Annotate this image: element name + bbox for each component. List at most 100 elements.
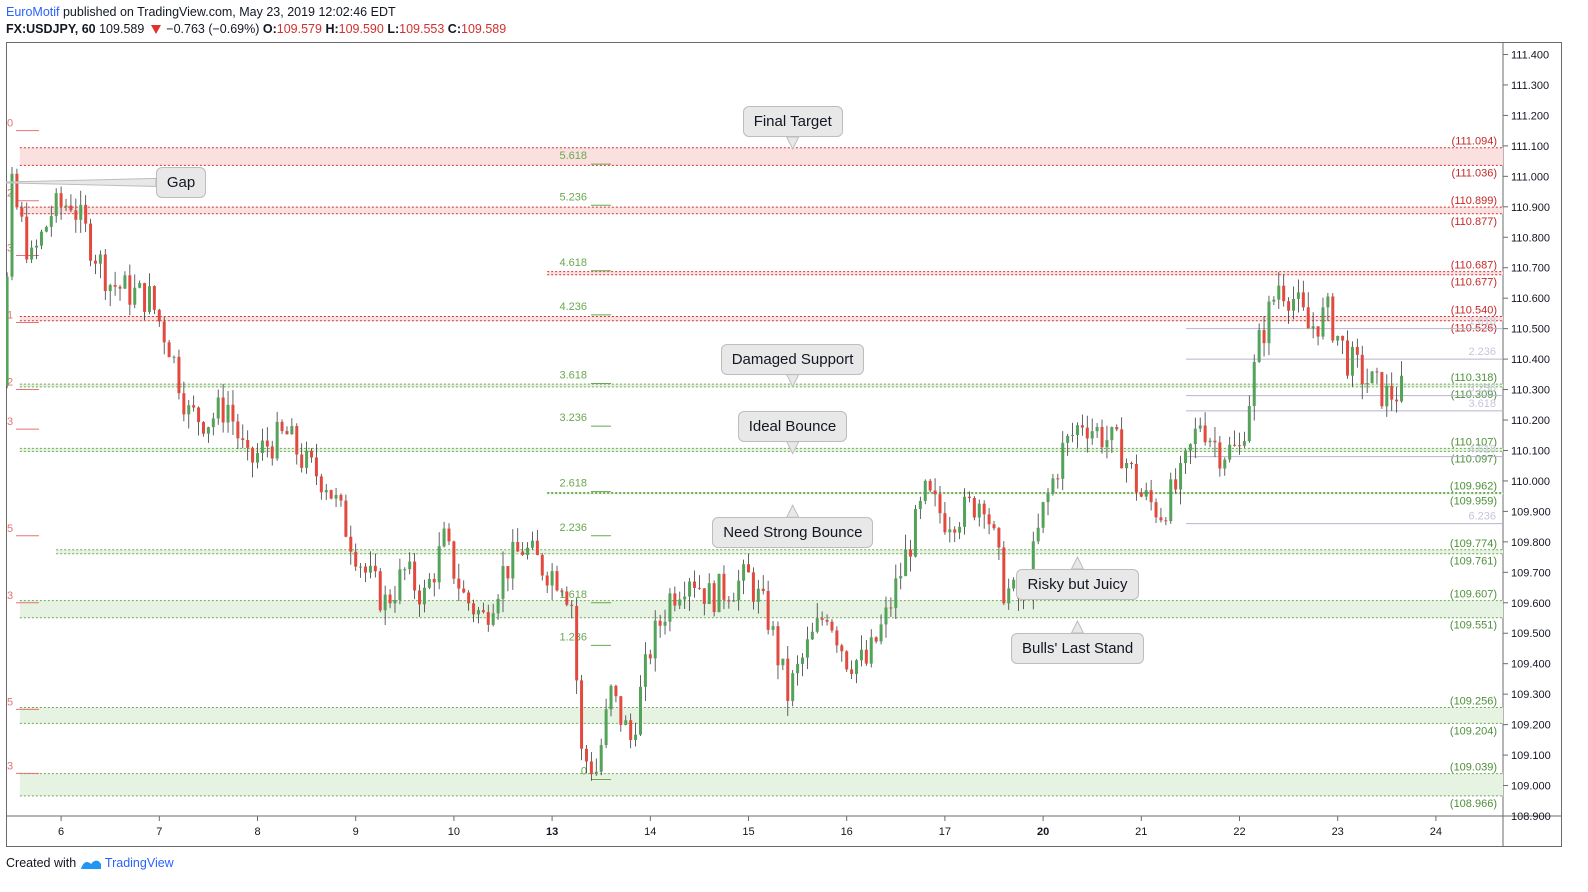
candle-body [437,546,441,583]
candle-body [285,431,289,435]
zone-band [19,773,1504,796]
candle-body [314,457,318,477]
published-text: published on TradingView.com, May 23, 20… [62,5,396,20]
candle-body [128,275,132,305]
price-tick-label: 111.400 [1511,50,1549,62]
candle-body [49,216,53,227]
candle-body [329,490,333,499]
candle-body [1188,444,1192,451]
zone-label-top: (109.607) [1450,589,1497,601]
high-label: H: [325,22,339,37]
callout-pointer [1070,619,1085,634]
candle-body [1125,462,1129,469]
left-fib-label: 1 [7,310,13,322]
right-fib-label: 1.618 [1468,316,1496,328]
candle-body [889,607,893,609]
price-tick-label: 110.200 [1511,415,1550,427]
fib-label: 5.618 [559,150,587,162]
price-tick-label: 110.500 [1511,324,1550,336]
callout-label[interactable]: Gap [155,166,207,198]
candle-body [565,591,569,605]
candle-body [668,593,672,622]
price-tick-label: 109.300 [1511,689,1551,701]
candle-body [1233,444,1237,446]
candle-body [467,592,471,604]
fib-label: 4.618 [559,257,587,269]
candle-body [368,565,372,573]
candle-body [1375,371,1379,373]
price-tick-label: 109.700 [1511,567,1551,579]
candle-body [796,663,800,674]
price-tick-label: 110.900 [1511,202,1550,214]
candle-body [535,540,539,556]
candle-body [634,734,638,740]
callout-pointer [785,374,800,388]
candle-body [1267,301,1271,344]
candle-body [472,603,476,615]
callout-label[interactable]: Bulls' Last Stand [1010,632,1145,664]
candle-body [349,536,353,552]
candle-body [756,588,760,602]
candle-body [1301,292,1305,308]
candle-body [584,748,588,762]
candle-body [300,454,304,468]
candle-body [1090,431,1094,439]
time-tick-label: 22 [1233,826,1245,838]
last-price: 109.589 [99,22,145,37]
callout-label[interactable]: Need Strong Bounce [712,517,874,549]
candle-body [545,575,549,586]
candle-body [810,631,814,640]
candle-body [776,626,780,666]
candle-body [6,276,9,386]
candle-body [270,446,274,459]
candle-body [251,447,255,463]
candle-body [211,418,215,428]
candle-body [992,524,996,529]
zone-band [19,207,1504,214]
candle-body [967,496,971,498]
callout-label[interactable]: Final Target [742,106,843,137]
right-fib-label: 2.236 [1468,346,1496,358]
candle-body [624,720,628,725]
candle-body [1071,435,1075,437]
candle-body [987,514,991,525]
left-fib-label: 5 [7,696,13,708]
candle-body [442,528,446,547]
callout-label[interactable]: Damaged Support [720,343,865,375]
candle-body [408,561,412,570]
candle-body [516,542,520,552]
candle-body [629,720,633,740]
callout-label[interactable]: Risky but Juicy [1016,569,1139,600]
candle-body [192,405,196,408]
candle-body [1169,479,1173,522]
candle-body [506,566,510,579]
candle-body [1390,385,1394,400]
candle-body [570,604,574,606]
tradingview-logo-icon [80,860,101,869]
candle-body [226,404,230,423]
candle-body [452,541,456,579]
candle-body [15,173,19,208]
price-chart[interactable]: (111.094) (111.036) (110.899) (110.877) (110… [6,42,1562,847]
candle-body [997,528,1001,548]
candle-body [732,600,736,602]
callout-label[interactable]: Ideal Bounce [737,410,848,442]
candle-body [727,599,731,602]
candle-body [39,231,43,246]
fib-label: 3.618 [559,369,587,381]
price-tick-label: 109.800 [1511,537,1551,549]
author-name[interactable]: EuroMotif [6,5,60,20]
fib-label: 2.236 [559,522,587,534]
candle-body [310,450,314,458]
candle-body [619,696,623,725]
candle-body [79,204,83,220]
candle-body [123,275,127,289]
left-fib-label: 3 [7,416,13,428]
candle-body [1002,547,1006,604]
tradingview-brand[interactable]: TradingView [104,856,174,870]
zone-label-top: (110.899) [1451,195,1497,207]
candle-body [486,612,490,625]
candle-body [118,286,122,289]
candle-body [1213,440,1217,443]
candle-body [840,645,844,652]
